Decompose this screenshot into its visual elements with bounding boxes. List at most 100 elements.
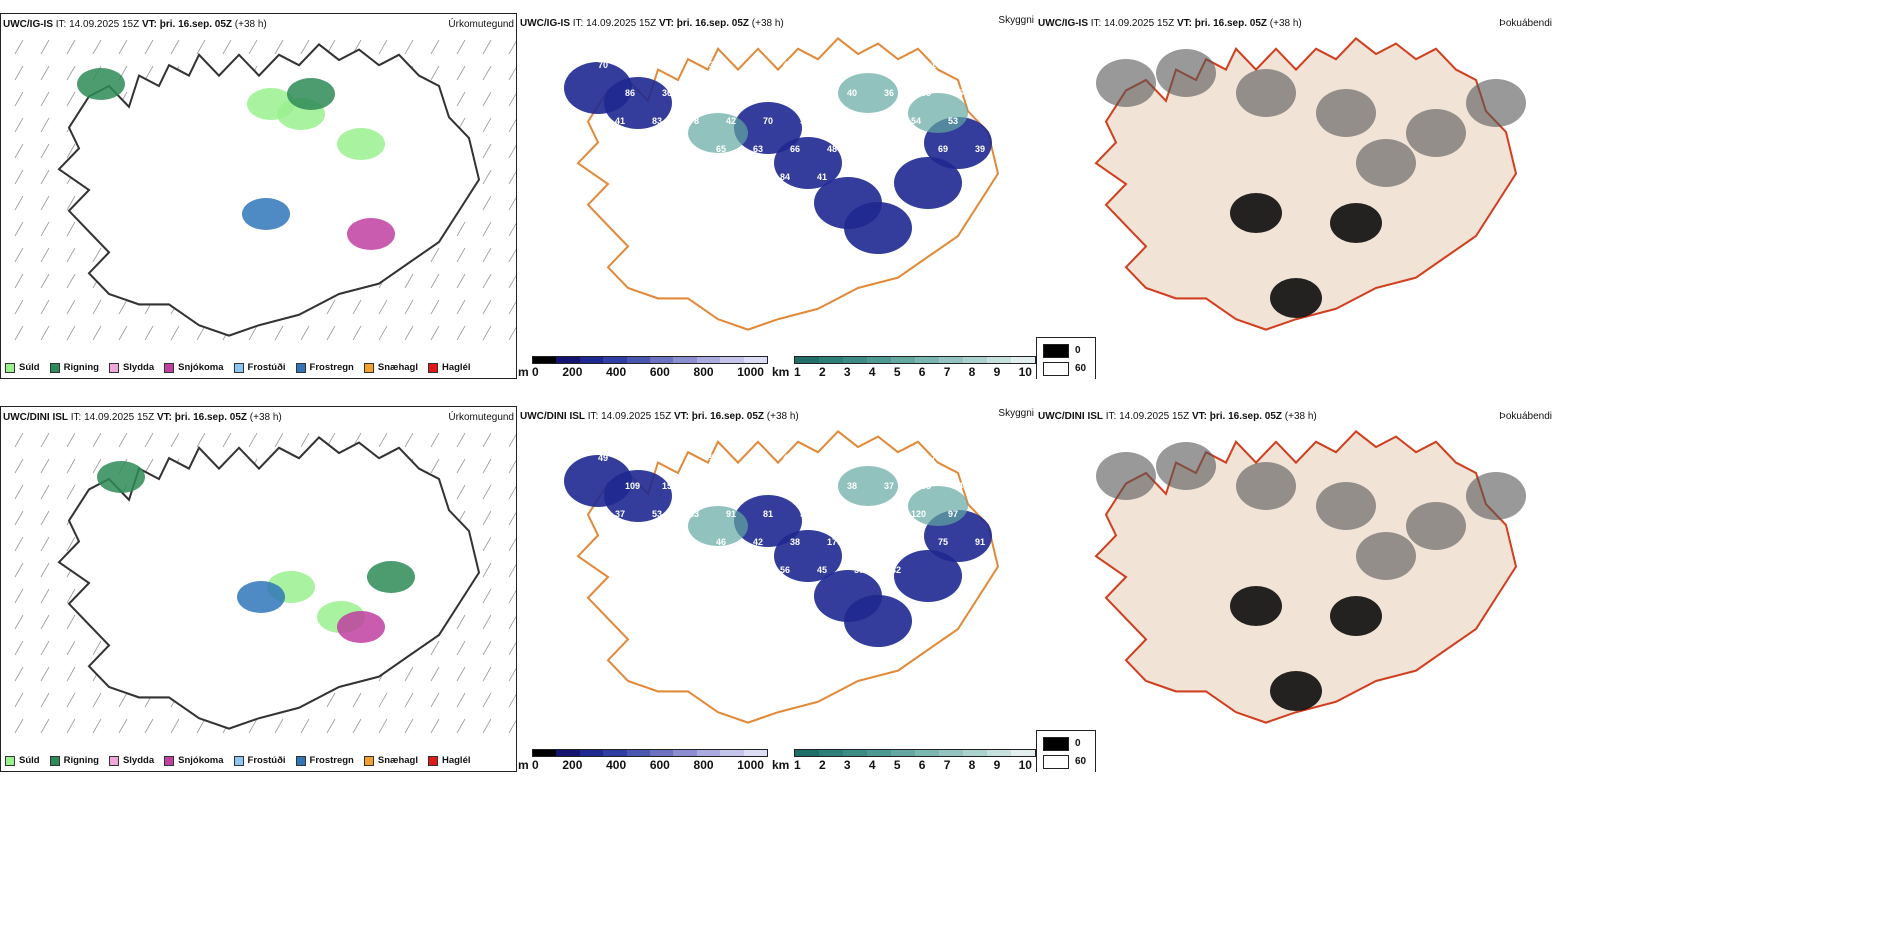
wind-barb xyxy=(456,458,466,474)
low-visibility-area xyxy=(838,466,898,506)
fog-legend-label: 60 xyxy=(1075,756,1087,767)
fog-legend-swatch xyxy=(1043,737,1069,751)
ceiling-value-label: 63 xyxy=(753,144,763,154)
colorbar-ticks: 0 200 400 600 800 1000 xyxy=(532,758,764,772)
colorbar-step xyxy=(963,357,987,363)
ceiling-value-label: 40 xyxy=(847,88,857,98)
wind-barb xyxy=(66,273,76,289)
legend-item: Rigning xyxy=(49,362,99,373)
colorbar-step xyxy=(987,750,1011,756)
low-visibility-area xyxy=(908,93,968,133)
wind-barb xyxy=(404,273,414,289)
fog-area xyxy=(1316,89,1376,137)
wind-barb xyxy=(508,511,516,526)
ceiling-value-label: 54 xyxy=(958,88,968,98)
wind-barb xyxy=(482,117,492,133)
ceiling-value-label: 69 xyxy=(938,144,948,154)
colorbar-step xyxy=(843,357,867,363)
ceiling-value-label: 39 xyxy=(810,88,820,98)
wind-barb xyxy=(196,325,206,341)
ceiling-value-label: 44 xyxy=(874,509,884,519)
wind-barb xyxy=(508,485,516,500)
wind-barb xyxy=(40,299,50,315)
ceiling-value-label: 83 xyxy=(642,537,652,547)
wind-barb xyxy=(508,667,516,682)
colorbar-step xyxy=(939,750,963,756)
wind-barb xyxy=(40,273,50,289)
legend-label: Snæhagl xyxy=(377,755,418,766)
legend-swatch xyxy=(5,362,15,373)
wind-barb xyxy=(40,588,50,604)
wind-barb xyxy=(508,274,516,289)
fog-area xyxy=(1356,532,1416,580)
wind-barb xyxy=(482,432,492,448)
wind-barb xyxy=(66,195,76,211)
legend-item: Slydda xyxy=(108,362,154,373)
wind-barb xyxy=(14,562,24,578)
valid-time: þri. 16.sep. 05Z xyxy=(1209,411,1283,422)
ceiling-value-label: 49 xyxy=(820,453,830,463)
wind-barb xyxy=(456,484,466,500)
wind-barb xyxy=(66,588,76,604)
ceiling-title: Skyggni xyxy=(998,408,1034,419)
colorbar-ticks: 0 200 400 600 800 1000 xyxy=(532,365,764,379)
ceiling-value-label: 91 xyxy=(975,537,985,547)
wind-barb xyxy=(508,641,516,656)
wind-barb xyxy=(482,169,492,185)
wind-barb xyxy=(404,718,414,734)
ceiling-value-label: 78 xyxy=(689,116,699,126)
wind-barb xyxy=(482,588,492,604)
valid-label: VT: xyxy=(1191,411,1207,422)
wind-barb xyxy=(40,536,50,552)
ceiling-value-label: 141 xyxy=(864,537,879,547)
legend-label: Frostregn xyxy=(309,755,354,766)
wind-barb xyxy=(14,195,24,211)
wind-barb xyxy=(196,39,206,55)
ceiling-value-label: 65 xyxy=(901,537,911,547)
wind-barb xyxy=(456,692,466,708)
wind-barb xyxy=(430,65,440,81)
precip-area xyxy=(337,611,385,643)
wind-barb xyxy=(170,432,180,448)
ceiling-value-label: 71 xyxy=(837,116,847,126)
wind-barb xyxy=(430,432,440,448)
iceland-ceiling-map: 49 37 40 54 45 42 49 47 75 78 147 109 153 96 113 54 37 38… xyxy=(564,430,1000,724)
ceiling-value-label: 37 xyxy=(635,453,645,463)
wind-barb xyxy=(378,692,388,708)
legend-swatch xyxy=(233,362,244,373)
wind-barb xyxy=(508,144,516,159)
fog-legend: 0 60 xyxy=(1036,730,1096,772)
low-visibility-area xyxy=(688,506,748,546)
wind-barb xyxy=(14,692,24,708)
wind-barb xyxy=(14,484,24,500)
wind-barb xyxy=(430,718,440,734)
colorbar-tick: 800 xyxy=(693,758,714,772)
wind-barb xyxy=(430,692,440,708)
ceiling-value-label: 75 xyxy=(938,537,948,547)
wind-barb xyxy=(456,666,466,682)
valid-time: þri. 16.sep. 05Z xyxy=(676,18,750,29)
colorbar-tick: 2 xyxy=(818,365,826,379)
wind-barb xyxy=(14,169,24,185)
colorbar-ticks: 1 2 3 4 5 6 7 8 9 10 xyxy=(794,365,1032,379)
wind-barb xyxy=(456,65,466,81)
wind-barb xyxy=(40,718,50,734)
legend-swatch xyxy=(49,755,60,766)
wind-barb xyxy=(508,719,516,734)
ceiling-value-label: 50 xyxy=(854,565,864,575)
fog-area xyxy=(1156,442,1216,490)
colorbar-step xyxy=(579,750,604,756)
wind-barb xyxy=(14,588,24,604)
ceiling-value-label: 43 xyxy=(783,60,793,70)
wind-barb xyxy=(430,458,440,474)
init-time: IT: 14.09.2025 15Z xyxy=(587,411,672,422)
ceiling-value-label: 58 xyxy=(800,509,810,519)
colorbar-tick: 4 xyxy=(868,365,876,379)
ceiling-value-label: 61 xyxy=(837,509,847,519)
ceiling-value-label: 75 xyxy=(894,453,904,463)
wind-barb xyxy=(508,40,516,55)
colorbar-ramp xyxy=(794,356,1036,364)
wind-barb xyxy=(430,247,440,263)
lead-time: (+38 h) xyxy=(751,18,784,29)
colorbar-step xyxy=(696,750,721,756)
